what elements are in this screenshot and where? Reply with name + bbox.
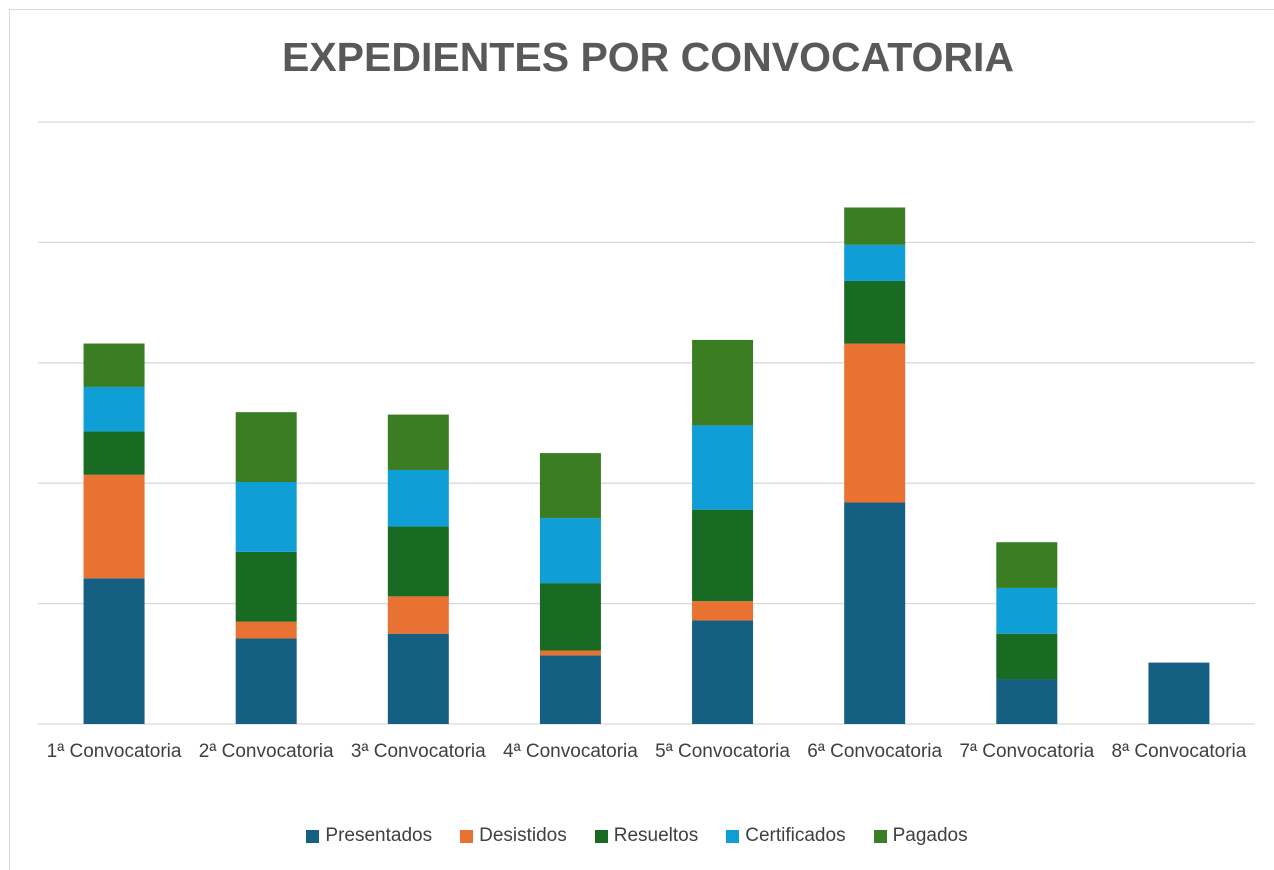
bar-segment	[387, 469, 449, 527]
chart-title: EXPEDIENTES POR CONVOCATORIA	[282, 34, 1014, 80]
bar-segment	[844, 207, 906, 245]
bar-segment	[387, 633, 449, 724]
x-tick-label: 3ª Convocatoria	[350, 741, 486, 762]
bar-segment	[235, 621, 297, 639]
bar-segment	[692, 601, 754, 621]
bar-segment	[235, 481, 297, 552]
bar-segment	[83, 578, 145, 724]
legend-label: Resueltos	[613, 825, 699, 846]
legend-label: Pagados	[892, 825, 968, 846]
bar-segment	[235, 412, 297, 482]
legend-swatch	[460, 829, 474, 843]
chart-frame	[9, 9, 1274, 870]
bar-segment	[996, 679, 1058, 724]
x-tick-label: 6ª Convocatoria	[807, 741, 943, 762]
legend-item: Pagados	[873, 825, 968, 847]
legend: Presentados Desistidos Resueltos Certificad…	[0, 825, 1274, 847]
legend-swatch	[873, 829, 887, 843]
bar-segment	[235, 551, 297, 622]
legend-item: Resueltos	[594, 825, 699, 847]
x-tick-label: 1ª Convocatoria	[46, 741, 182, 762]
legend-item: Desistidos	[460, 825, 567, 847]
x-tick-label: 4ª Convocatoria	[503, 741, 638, 762]
bar-segment	[83, 343, 145, 387]
bar-segment	[844, 244, 906, 281]
bar-segment	[844, 280, 906, 344]
x-tick-label: 7ª Convocatoria	[959, 741, 1095, 762]
bar-segment	[387, 526, 449, 597]
bar-segment	[83, 474, 145, 579]
bar-segment	[539, 583, 601, 651]
x-tick-label: 5ª Convocatoria	[655, 741, 790, 762]
bar-segment	[996, 633, 1058, 680]
bar-segment	[996, 542, 1058, 588]
bar-segment	[235, 638, 297, 724]
bar-segment	[83, 431, 145, 475]
bar-segment	[692, 620, 754, 724]
bar-segment	[692, 339, 754, 426]
legend-item: Presentados	[306, 825, 432, 847]
bar-segment	[692, 509, 754, 602]
bar-segment	[844, 502, 906, 724]
legend-label: Presentados	[325, 825, 433, 846]
bar-segment	[539, 453, 601, 519]
bar-segment	[539, 655, 601, 724]
bar-segment	[387, 596, 449, 634]
legend-label: Desistidos	[479, 825, 567, 846]
bar-segment	[387, 414, 449, 470]
legend-swatch	[594, 829, 608, 843]
bar-segment	[539, 650, 601, 656]
legend-item: Certificados	[726, 825, 846, 847]
bar-segment	[996, 587, 1058, 634]
x-tick-label: 8ª Convocatoria	[1111, 741, 1247, 762]
legend-label: Certificados	[745, 825, 846, 846]
bar-segment	[539, 518, 601, 584]
bar-segment	[1148, 662, 1210, 724]
bar-segment	[692, 425, 754, 510]
x-tick-label: 2ª Convocatoria	[198, 741, 334, 762]
legend-swatch	[306, 829, 320, 843]
legend-swatch	[726, 829, 740, 843]
bar-segment	[83, 386, 145, 432]
bar-segment	[844, 343, 906, 503]
